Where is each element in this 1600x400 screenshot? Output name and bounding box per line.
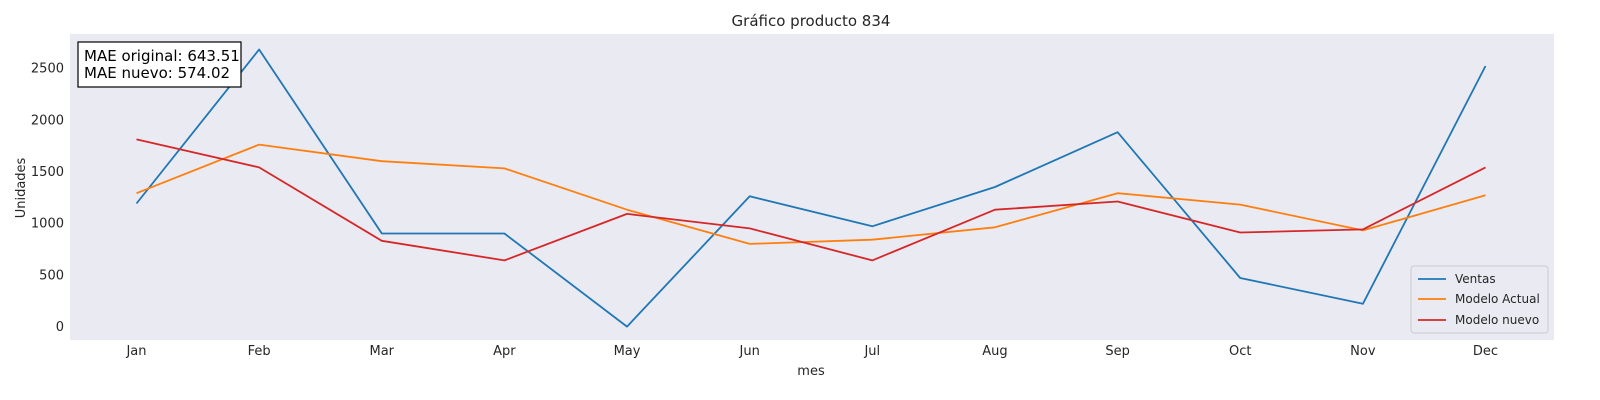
y-axis-ticks: 0 500 1000 1500 2000 2500 (31, 62, 64, 335)
y-tick-label: 1000 (31, 217, 64, 232)
x-tick-label: Aug (982, 344, 1007, 359)
x-tick-label: Jun (739, 344, 760, 359)
mae-box-frame (77, 41, 242, 88)
chart-title: Gráfico producto 834 (732, 12, 891, 30)
series-line-ventas (135, 48, 1487, 328)
x-tick-label: Mar (370, 344, 395, 359)
x-tick-label: Dec (1473, 344, 1498, 359)
legend-frame (1410, 265, 1549, 334)
x-axis-label: mes (797, 364, 825, 379)
x-tick-label: Nov (1350, 344, 1376, 359)
x-axis-ticks: Jan Feb Mar Apr May Jun Jul Aug Sep Oct Nov Dec (125, 344, 1498, 359)
x-tick-label: Jan (125, 344, 146, 359)
mae-annotation-box: MAE original: 643.51 MAE nuevo: 574.02 (77, 41, 242, 88)
mae-nuevo-text: MAE nuevo: 574.02 (84, 64, 230, 82)
x-tick-label: Jul (863, 344, 880, 359)
y-tick-label: 1500 (31, 165, 64, 180)
legend-label-modelo-actual: Modelo Actual (1455, 292, 1540, 306)
x-tick-label: May (614, 344, 641, 359)
legend: Ventas Modelo Actual Modelo nuevo (1410, 265, 1549, 334)
x-tick-label: Oct (1229, 344, 1251, 359)
y-axis-label: Unidades (14, 157, 29, 218)
series-lines (135, 48, 1487, 328)
y-tick-label: 2500 (31, 62, 64, 77)
y-tick-label: 500 (39, 268, 64, 283)
plot-area (70, 34, 1554, 340)
series-line-modelo-actual (136, 143, 1486, 245)
x-tick-label: Apr (493, 344, 516, 359)
y-tick-label: 0 (56, 320, 64, 335)
x-tick-label: Sep (1105, 344, 1130, 359)
x-tick-label: Feb (248, 344, 271, 359)
y-tick-label: 2000 (31, 113, 64, 128)
legend-label-modelo-nuevo: Modelo nuevo (1455, 313, 1539, 327)
legend-label-ventas: Ventas (1455, 272, 1496, 286)
series-line-modelo-nuevo (136, 138, 1486, 262)
mae-original-text: MAE original: 643.51 (84, 47, 240, 65)
